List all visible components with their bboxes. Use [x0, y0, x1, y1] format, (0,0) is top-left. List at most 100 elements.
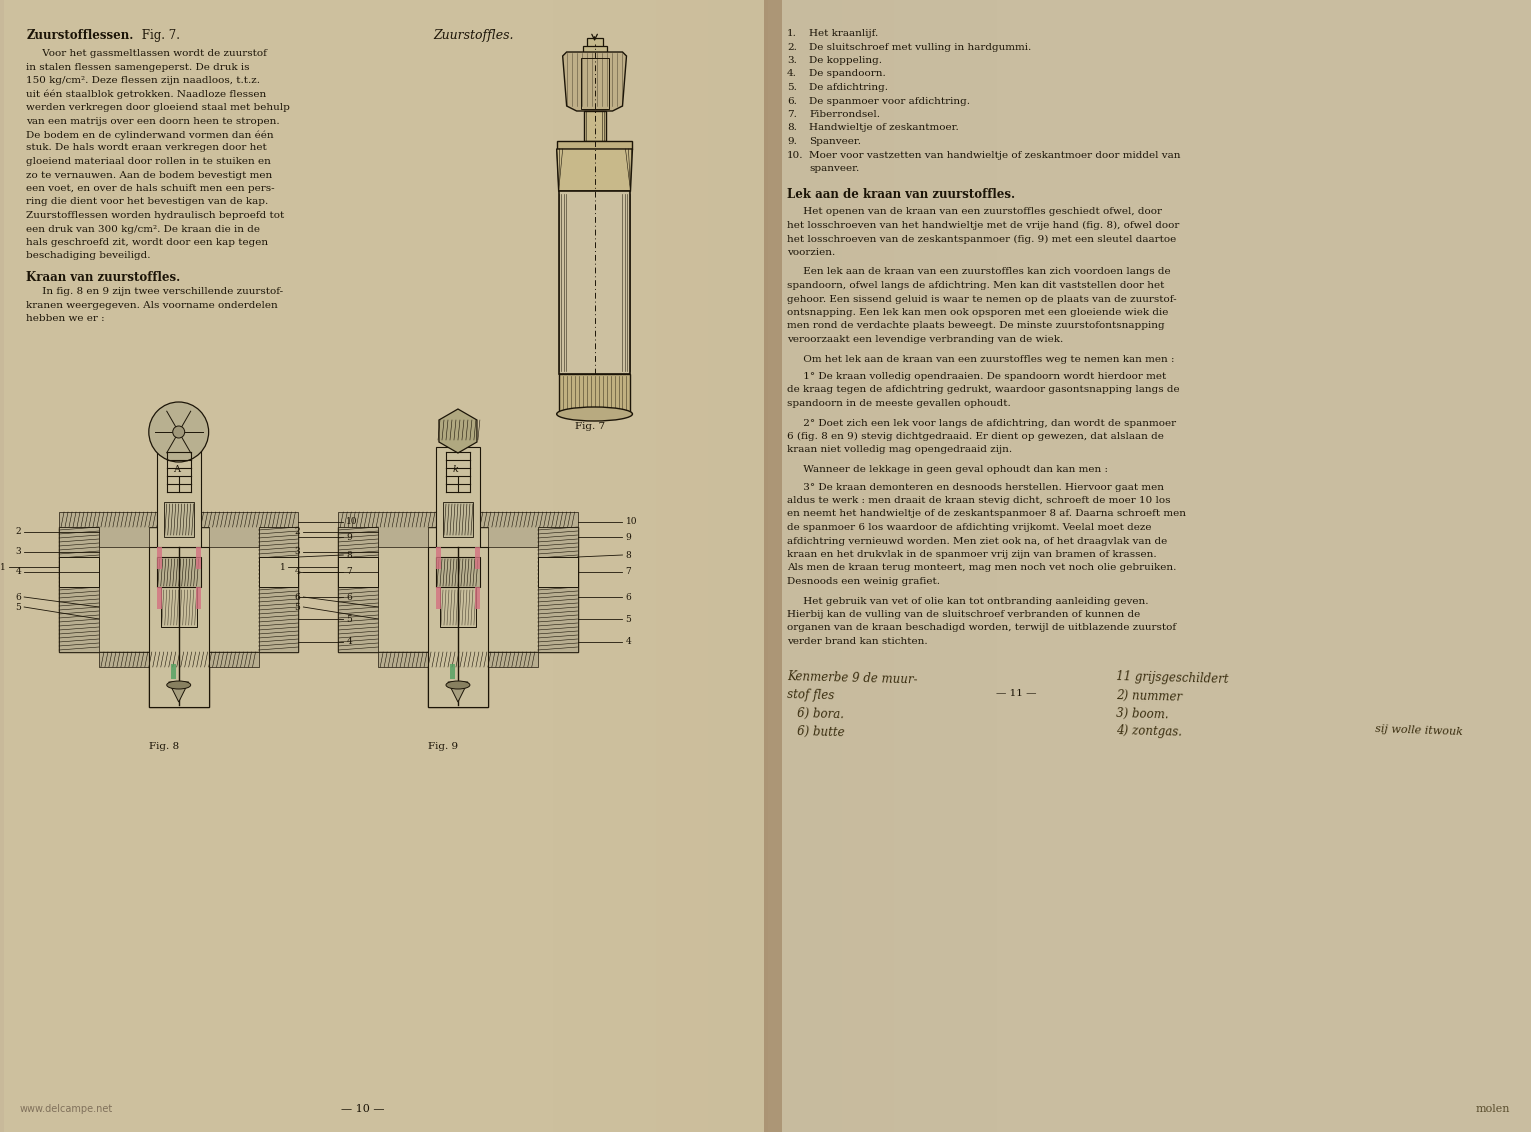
Text: Lek aan de kraan van zuurstoffles.: Lek aan de kraan van zuurstoffles.: [787, 188, 1015, 200]
Text: het losschroeven van de zeskantspanmoer (fig. 9) met een sleutel daartoe: het losschroeven van de zeskantspanmoer …: [787, 234, 1176, 243]
Bar: [149, 547, 208, 708]
Bar: [937, 0, 942, 1132]
Bar: [724, 0, 729, 1132]
Bar: [732, 0, 736, 1132]
Text: en neemt het handwieltje of de zeskantspanmoer 8 af. Daarna schroeft men: en neemt het handwieltje of de zeskantsp…: [787, 509, 1187, 518]
Bar: [749, 0, 752, 1132]
Bar: [585, 0, 588, 1132]
Text: sij wolle itwouk: sij wolle itwouk: [1375, 724, 1464, 738]
Bar: [1001, 0, 1006, 1132]
Text: voorzien.: voorzien.: [787, 248, 836, 257]
Bar: [436, 557, 479, 588]
Text: De spanmoer voor afdichtring.: De spanmoer voor afdichtring.: [808, 96, 971, 105]
Bar: [1014, 0, 1018, 1132]
Text: 1° De kraan volledig opendraaien. De spandoorn wordt hierdoor met: 1° De kraan volledig opendraaien. De spa…: [787, 372, 1167, 381]
Bar: [649, 0, 652, 1132]
Bar: [553, 0, 557, 1132]
Bar: [196, 547, 201, 569]
Polygon shape: [259, 528, 299, 652]
Bar: [652, 0, 657, 1132]
Bar: [756, 0, 759, 1132]
Bar: [475, 588, 479, 609]
Bar: [568, 0, 573, 1132]
Bar: [196, 588, 201, 609]
Bar: [842, 0, 847, 1132]
Bar: [161, 588, 196, 627]
Text: hals geschroefd zit, wordt door een kap tegen: hals geschroefd zit, wordt door een kap …: [26, 238, 268, 247]
Bar: [689, 0, 692, 1132]
Bar: [782, 0, 1531, 1132]
Bar: [739, 0, 744, 1132]
Bar: [577, 0, 580, 1132]
Bar: [1009, 0, 1014, 1132]
Circle shape: [149, 402, 208, 462]
Bar: [672, 0, 677, 1132]
Text: van een matrijs over een doorn heen te stropen.: van een matrijs over een doorn heen te s…: [26, 117, 280, 126]
Polygon shape: [449, 681, 468, 702]
Bar: [548, 0, 553, 1132]
Bar: [720, 0, 724, 1132]
Text: 9: 9: [626, 532, 631, 541]
Bar: [620, 0, 625, 1132]
Bar: [580, 58, 608, 109]
Bar: [537, 0, 540, 1132]
Ellipse shape: [167, 681, 191, 689]
Bar: [528, 0, 533, 1132]
Polygon shape: [338, 528, 378, 652]
Bar: [717, 0, 720, 1132]
Text: Zuurstoffles.: Zuurstoffles.: [433, 29, 513, 42]
Bar: [565, 0, 568, 1132]
Bar: [834, 0, 837, 1132]
Bar: [436, 588, 441, 609]
Bar: [429, 547, 488, 708]
Bar: [736, 0, 739, 1132]
Text: De sluitschroef met vulling in hardgummi.: De sluitschroef met vulling in hardgummi…: [808, 43, 1032, 51]
Bar: [1006, 0, 1009, 1132]
Bar: [164, 501, 194, 537]
Bar: [450, 664, 455, 679]
Bar: [946, 0, 949, 1132]
Text: — 10 —: — 10 —: [341, 1104, 384, 1114]
Bar: [961, 0, 966, 1132]
Bar: [338, 557, 378, 588]
Bar: [934, 0, 937, 1132]
Bar: [986, 0, 989, 1132]
Text: verder brand kan stichten.: verder brand kan stichten.: [787, 637, 928, 646]
Text: 5.: 5.: [787, 83, 798, 92]
Bar: [677, 0, 680, 1132]
Bar: [764, 0, 782, 1132]
Bar: [632, 0, 637, 1132]
Bar: [637, 0, 640, 1132]
Bar: [557, 0, 560, 1132]
Bar: [877, 0, 882, 1132]
Bar: [617, 0, 620, 1132]
Text: Fig. 9: Fig. 9: [429, 741, 458, 751]
Bar: [922, 0, 926, 1132]
Bar: [926, 0, 929, 1132]
Text: 7: 7: [626, 567, 631, 576]
Text: de kraag tegen de afdichtring gedrukt, waardoor gasontsnapping langs de: de kraag tegen de afdichtring gedrukt, w…: [787, 386, 1180, 394]
Bar: [867, 0, 870, 1132]
Bar: [994, 0, 998, 1132]
Bar: [744, 0, 749, 1132]
Text: spandoorn, ofwel langs de afdichtring. Men kan dit vaststellen door het: spandoorn, ofwel langs de afdichtring. M…: [787, 281, 1165, 290]
Bar: [533, 0, 537, 1132]
Bar: [752, 0, 756, 1132]
Text: 3° De kraan demonteren en desnoods herstellen. Hiervoor gaat men: 3° De kraan demonteren en desnoods herst…: [787, 482, 1164, 491]
Text: organen van de kraan beschadigd worden, terwijl de uitblazende zuurstof: organen van de kraan beschadigd worden, …: [787, 624, 1176, 633]
Text: 150 kg/cm². Deze flessen zijn naadloos, t.t.z.: 150 kg/cm². Deze flessen zijn naadloos, …: [26, 76, 260, 85]
Text: 11 grijsgeschildert: 11 grijsgeschildert: [1116, 670, 1229, 686]
Text: 8: 8: [346, 550, 352, 559]
Bar: [442, 501, 473, 537]
Text: 5: 5: [294, 602, 300, 611]
Bar: [597, 0, 600, 1132]
Bar: [475, 547, 479, 569]
Text: ring die dient voor het bevestigen van de kap.: ring die dient voor het bevestigen van d…: [26, 197, 268, 206]
Text: gloeiend materiaal door rollen in te stuiken en: gloeiend materiaal door rollen in te stu…: [26, 157, 271, 166]
Text: kranen weergegeven. Als voorname onderdelen: kranen weergegeven. Als voorname onderde…: [26, 300, 279, 309]
Text: 4) zontgas.: 4) zontgas.: [1116, 724, 1182, 739]
Polygon shape: [378, 637, 537, 667]
Polygon shape: [563, 52, 626, 111]
Text: — 11 —: — 11 —: [997, 688, 1036, 697]
Bar: [795, 0, 798, 1132]
